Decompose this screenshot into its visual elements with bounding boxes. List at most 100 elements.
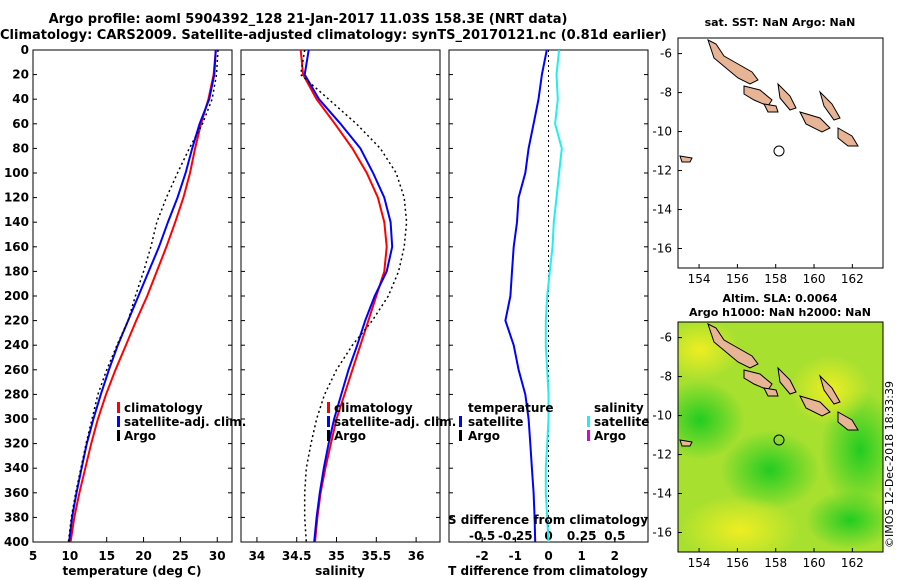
map-lon-label: 160 (803, 556, 826, 570)
legend-swatch-t-satellite (459, 416, 462, 427)
map-lat-label: -16 (652, 526, 672, 540)
depth-tick-label: 260 (4, 363, 29, 377)
map-lat-label: -12 (652, 164, 672, 178)
depth-axis-labels: 0 20 40 60 80 100 120 140 160 180 200 220 240 260 280 3… (4, 43, 29, 549)
island (679, 439, 693, 447)
map-lon-label: 154 (688, 272, 711, 286)
legend-swatch-climatology (117, 402, 120, 413)
chart-title-line1: Argo profile: aoml 5904392_128 21-Jan-20… (48, 12, 568, 27)
x-tick-label: 15 (98, 549, 115, 563)
temperature-axis-label: temperature (deg C) (63, 564, 202, 578)
island (679, 155, 693, 163)
map-lat-label: -12 (652, 448, 672, 462)
depth-tick-label: 200 (4, 289, 29, 303)
difference-legend: temperature satellite Argo salinity sate… (459, 401, 649, 443)
depth-tick-label: 0 (21, 43, 29, 57)
depth-tick-label: 140 (4, 215, 29, 229)
legend-swatch-s-argo (587, 430, 590, 441)
sla-map-islands (679, 323, 859, 447)
legend-label: Argo (468, 429, 500, 443)
salinity-climatology-line (299, 49, 388, 543)
sla-field-blob (680, 495, 800, 552)
temperature-panel: 5 10 15 20 25 30 (29, 49, 232, 563)
temperature-climatology-line (69, 49, 217, 543)
legend-swatch-argo (327, 430, 330, 441)
x-tick-label: 2 (611, 549, 619, 563)
island (799, 111, 831, 133)
map-lat-label: -14 (652, 203, 672, 217)
x-tick-label: 35 (328, 549, 345, 563)
x-tick-label: -0.25 (498, 529, 533, 543)
sla-field-blob (678, 322, 740, 380)
temperature-satellite-adj-clim-line (68, 49, 217, 543)
sst-map: -6 -8 -10 -12 -14 -16 154 156 158 160 162 (652, 37, 884, 286)
depth-tick-label: 160 (4, 240, 29, 254)
x-tick-label: 0.5 (604, 529, 625, 543)
legend-label: satellite (468, 415, 523, 429)
legend-header-salinity: salinity (594, 401, 644, 415)
temperature-legend: climatology satellite-adj. clim. Argo (117, 401, 246, 443)
t-difference-axis-label: T difference from climatology (448, 564, 648, 578)
salinity-argo-line (299, 49, 408, 543)
sla-map-axis-ticks: -6 -8 -10 -12 -14 -16 154 156 158 160 162 (652, 331, 863, 570)
depth-tick-label: 340 (4, 461, 29, 475)
legend-swatch-climatology (327, 402, 330, 413)
map-lat-label: -14 (652, 487, 672, 501)
depth-tick-label: 360 (4, 486, 29, 500)
sla-map-frame (677, 321, 884, 553)
depth-tick-label: 240 (4, 338, 29, 352)
map-lon-label: 160 (803, 272, 826, 286)
map-lat-label: -8 (660, 370, 672, 384)
legend-label: satellite-adj. clim. (124, 415, 246, 429)
argo-location-marker (773, 145, 785, 157)
x-tick-label: 35.5 (362, 549, 392, 563)
x-tick-label: 0.25 (567, 529, 597, 543)
map-lat-label: -10 (652, 409, 672, 423)
island (799, 395, 831, 417)
island (763, 103, 779, 113)
sla-field-blob (678, 380, 745, 460)
legend-swatch-s-satellite (587, 416, 590, 427)
x-tick-label: 25 (172, 549, 189, 563)
x-tick-label: 34.5 (282, 549, 312, 563)
island (777, 366, 797, 395)
depth-tick-label: 280 (4, 387, 29, 401)
x-tick-label: -0.5 (469, 529, 495, 543)
depth-tick-label: 180 (4, 264, 29, 278)
s-difference-axis-label: S difference from climatology (448, 513, 648, 527)
map-lat-label: -16 (652, 242, 672, 256)
legend-swatch-t-argo (459, 430, 462, 441)
island (707, 323, 759, 369)
legend-label: satellite (594, 415, 649, 429)
legend-label: climatology (334, 401, 413, 415)
x-tick-label: -1 (509, 549, 522, 563)
legend-label: Argo (124, 429, 156, 443)
island (837, 411, 859, 431)
x-tick-label: 0 (544, 549, 552, 563)
t-difference-satellite-line (504, 49, 548, 543)
sla-field-blob (805, 490, 883, 550)
island (707, 39, 759, 85)
map-lon-label: 158 (764, 272, 787, 286)
x-tick-label: -2 (475, 549, 488, 563)
x-tick-label: 20 (135, 549, 152, 563)
salinity-panel: 34 34.5 35 35.5 36 (241, 49, 440, 563)
salinity-satellite-adj-clim-line (303, 49, 394, 543)
sst-map-axis-ticks: -6 -8 -10 -12 -14 -16 154 156 158 160 162 (652, 47, 863, 286)
map-lat-label: -6 (660, 331, 672, 345)
legend-label: Argo (594, 429, 626, 443)
legend-label: satellite-adj. clim. (334, 415, 456, 429)
legend-swatch-satellite (117, 416, 120, 427)
sla-map-title-line1: Altim. SLA: 0.0064 (722, 292, 838, 305)
depth-tick-label: 60 (12, 117, 29, 131)
depth-tick-label: 80 (12, 141, 29, 155)
x-tick-label: 34 (249, 549, 266, 563)
map-lat-label: -10 (652, 125, 672, 139)
island (763, 387, 779, 397)
depth-tick-label: 320 (4, 437, 29, 451)
map-lon-label: 156 (726, 556, 749, 570)
salinity-legend: climatology satellite-adj. clim. Argo (327, 401, 456, 443)
depth-tick-label: 300 (4, 412, 29, 426)
salinity-axis-label: salinity (315, 564, 365, 578)
